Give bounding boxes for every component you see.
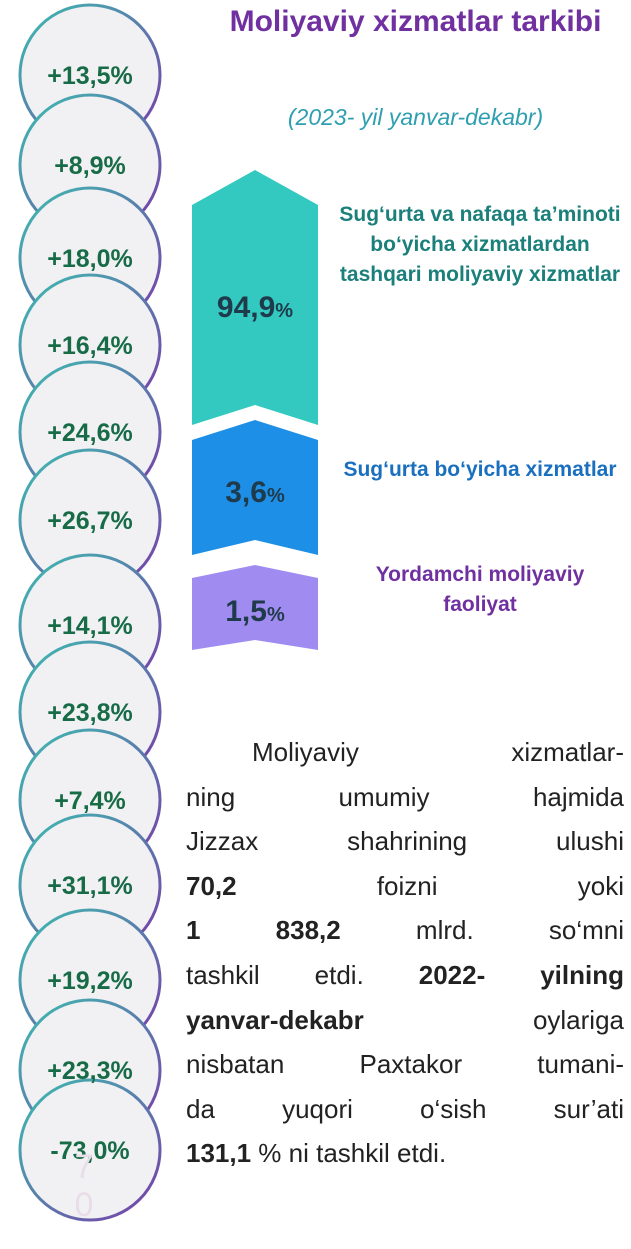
growth-rate: +7,4%: [54, 787, 126, 815]
text-line: Moliyaviy xizmatlar-: [186, 730, 624, 775]
text-run: Moliyaviy xizmatlar-: [252, 737, 624, 767]
text-run: 131,1: [186, 1138, 252, 1169]
growth-rate: +23,8%: [47, 699, 133, 727]
growth-rate: +26,7%: [47, 507, 133, 535]
growth-rate: +23,3%: [47, 1057, 133, 1085]
title: Moliyaviy xizmatlar tarkibi: [229, 5, 602, 38]
growth-rate: -73,0%: [50, 1137, 129, 1165]
text-run: foizni yoki: [236, 870, 624, 901]
segment-value: 1,5%: [225, 595, 285, 628]
text-line: da yuqori o‘sish sur’ati: [186, 1087, 624, 1132]
text-line: nisbatan Paxtakor tumani-: [186, 1042, 624, 1087]
subtitle: (2023- yil yanvar-dekabr): [287, 104, 544, 130]
text-run: nisbatan Paxtakor tumani-: [186, 1049, 624, 1080]
text-run: tashkil etdi.: [186, 959, 419, 990]
text-run: mlrd. so‘mni: [340, 915, 625, 946]
text-run: 1 838,2: [186, 915, 341, 946]
text-line: tashkil etdi. 2022- yilning: [186, 953, 624, 998]
text-run: 2022- yilning: [418, 959, 624, 990]
growth-rate: +24,6%: [47, 419, 133, 447]
growth-rate: +19,2%: [47, 967, 133, 995]
growth-rate: +16,4%: [47, 332, 133, 360]
text-run: yanvar-dekabr: [186, 1004, 364, 1035]
segment-label: Yordamchi moliyaviy faoliyat: [375, 563, 585, 616]
text-run: oylariga: [363, 1004, 624, 1035]
text-line: 70,2 foizni yoki: [186, 864, 624, 909]
text-line: yanvar-dekabr oylariga: [186, 998, 624, 1043]
text-line: ning umumiy hajmida: [186, 775, 624, 820]
text-run: da yuqori o‘sish sur’ati: [186, 1093, 624, 1124]
value: 1,5: [225, 595, 267, 628]
value: 3,6: [225, 476, 267, 509]
unit: %: [267, 604, 285, 626]
circle: [18, 1078, 162, 1222]
segment-label: Sug‘urta bo‘yicha xizmatlar: [343, 458, 617, 481]
text-line: 1 838,2 mlrd. so‘mni: [186, 908, 624, 953]
text-run: % ni tashkil etdi.: [251, 1138, 447, 1169]
segment-label: Sug‘urta va nafaqa ta’minoti bo‘yicha xi…: [339, 203, 621, 286]
paragraph: Moliyaviy xizmatlar-ning umumiy hajmida J…: [186, 730, 624, 1176]
growth-rate: +8,9%: [54, 152, 126, 180]
unit: %: [275, 300, 293, 322]
growth-rate: +31,1%: [47, 872, 133, 900]
unit: %: [267, 485, 285, 507]
text-line: Jizzax shahrining ulushi: [186, 819, 624, 864]
growth-rate: +18,0%: [47, 245, 133, 273]
segment-value: 94,9%: [217, 291, 293, 324]
segment-value: 3,6%: [225, 476, 285, 509]
growth-rate: +13,5%: [47, 62, 133, 90]
text-run: Jizzax shahrining ulushi: [186, 826, 624, 857]
text-line: 131,1 % ni tashkil etdi.: [186, 1131, 624, 1176]
arrow-segment: [192, 170, 318, 425]
growth-rate: +14,1%: [47, 612, 133, 640]
arrow-segment: [192, 420, 318, 555]
text-run: ning umumiy hajmida: [186, 781, 624, 812]
arrow-segment: [192, 565, 318, 650]
value: 94,9: [217, 291, 275, 324]
text-run: 70,2: [186, 870, 237, 901]
page-number: 70: [65, 1148, 103, 1224]
